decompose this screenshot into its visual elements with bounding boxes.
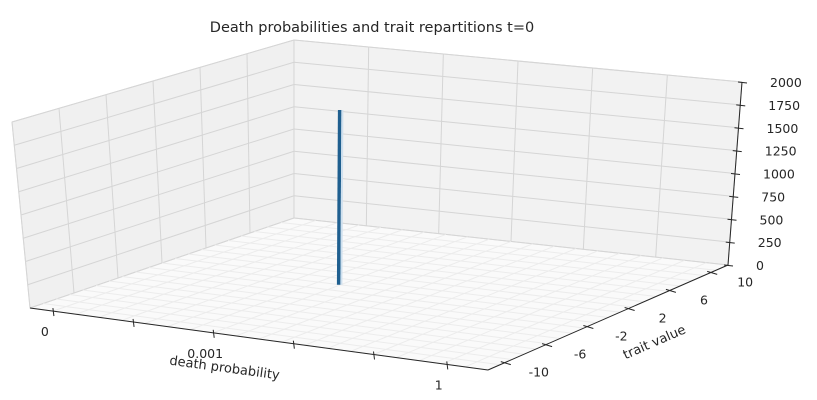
y-axis-ticks: -10 -6 -2 2 6 10 <box>500 270 753 380</box>
x-tick-label: 0.001 <box>187 346 223 361</box>
z-tick-label: 1000 <box>763 167 795 182</box>
grid-line <box>327 248 577 349</box>
y-tick-label: -6 <box>574 347 587 362</box>
grid-line <box>18 106 295 193</box>
grid-line <box>161 262 609 318</box>
x-tick-mark <box>132 318 135 328</box>
y-tick-label: 6 <box>700 292 708 307</box>
x-tick-mark <box>212 329 215 338</box>
grid-line <box>11 39 295 123</box>
z-tick-mark <box>729 195 739 198</box>
y-tick-mark <box>707 270 718 275</box>
z-tick-mark <box>725 241 735 244</box>
grid-line <box>214 244 657 297</box>
z-tick-mark <box>737 81 748 84</box>
grid-line <box>293 173 732 220</box>
grid-line <box>227 240 669 292</box>
z-tick-mark <box>734 127 744 130</box>
z-tick-label: 1250 <box>765 144 797 159</box>
z-tick-label: 250 <box>758 235 782 250</box>
y-tick-mark <box>665 288 677 293</box>
z-tick-mark <box>727 218 737 221</box>
grid-line <box>396 255 642 359</box>
grid-line <box>293 84 739 129</box>
grid-line <box>27 195 295 286</box>
y-tick-mark <box>624 306 635 311</box>
x-axis-ticks: 0 0.001 1 <box>41 308 449 392</box>
z-tick-label: 1750 <box>768 98 800 113</box>
z-tick-label: 1500 <box>767 121 799 136</box>
grid-line <box>201 249 645 303</box>
x-tick-mark <box>373 351 375 360</box>
grid-line <box>442 259 685 365</box>
grid-line <box>293 39 743 83</box>
bar-side <box>340 109 344 285</box>
grid-line <box>16 84 295 169</box>
grid-line <box>373 252 620 355</box>
bars <box>336 109 344 285</box>
x-axis-label: death probability <box>168 354 280 384</box>
y-tick-label: -2 <box>615 329 627 344</box>
y-tick-label: -10 <box>529 365 549 380</box>
y-tick-label: 10 <box>737 274 753 289</box>
grid-line <box>293 128 736 174</box>
grid-line <box>25 173 295 262</box>
y-tick-mark <box>541 343 553 348</box>
grid-line <box>419 257 664 362</box>
z-tick-label: 750 <box>761 189 785 204</box>
chart-title: Death probabilities and trait repartitio… <box>210 20 534 36</box>
grid-line <box>23 150 295 239</box>
grid-line <box>293 106 737 152</box>
grid-line <box>241 235 681 287</box>
grid-line <box>280 222 717 271</box>
bar <box>336 109 342 285</box>
x-tick-label: 1 <box>435 377 443 392</box>
grid-line <box>254 231 693 282</box>
grid-line <box>293 150 734 197</box>
z-axis-ticks: 0 250 500 750 1000 1250 1500 1750 2000 <box>723 75 802 273</box>
y-axis-label: trait value <box>621 323 688 363</box>
z-tick-mark <box>730 173 741 175</box>
y-tick-mark <box>500 361 511 366</box>
grid-line <box>293 61 741 106</box>
grid-line <box>188 253 633 308</box>
x-tick-label: 0 <box>41 324 49 339</box>
x-tick-mark <box>52 308 55 317</box>
y-axis-line <box>487 264 729 371</box>
y-tick-label: 2 <box>659 310 667 325</box>
z-tick-label: 500 <box>760 212 784 227</box>
z-tick-mark <box>736 104 746 107</box>
grid-line <box>350 250 598 352</box>
z-tick-mark <box>732 150 742 153</box>
grid-line <box>20 128 295 216</box>
y-tick-mark <box>583 325 594 330</box>
grid-line <box>175 258 621 313</box>
z-tick-label: 0 <box>756 258 764 273</box>
grid-line <box>293 195 730 243</box>
x-tick-mark <box>292 340 295 349</box>
z-tick-mark <box>723 264 734 267</box>
z-tick-label: 2000 <box>770 75 802 90</box>
grid-line <box>14 61 295 146</box>
grid-line <box>304 245 555 346</box>
x-tick-mark <box>446 361 449 370</box>
grid-line <box>281 243 533 343</box>
x-axis-line <box>29 307 489 371</box>
grid-line <box>464 262 707 368</box>
grid-lines <box>11 39 743 368</box>
